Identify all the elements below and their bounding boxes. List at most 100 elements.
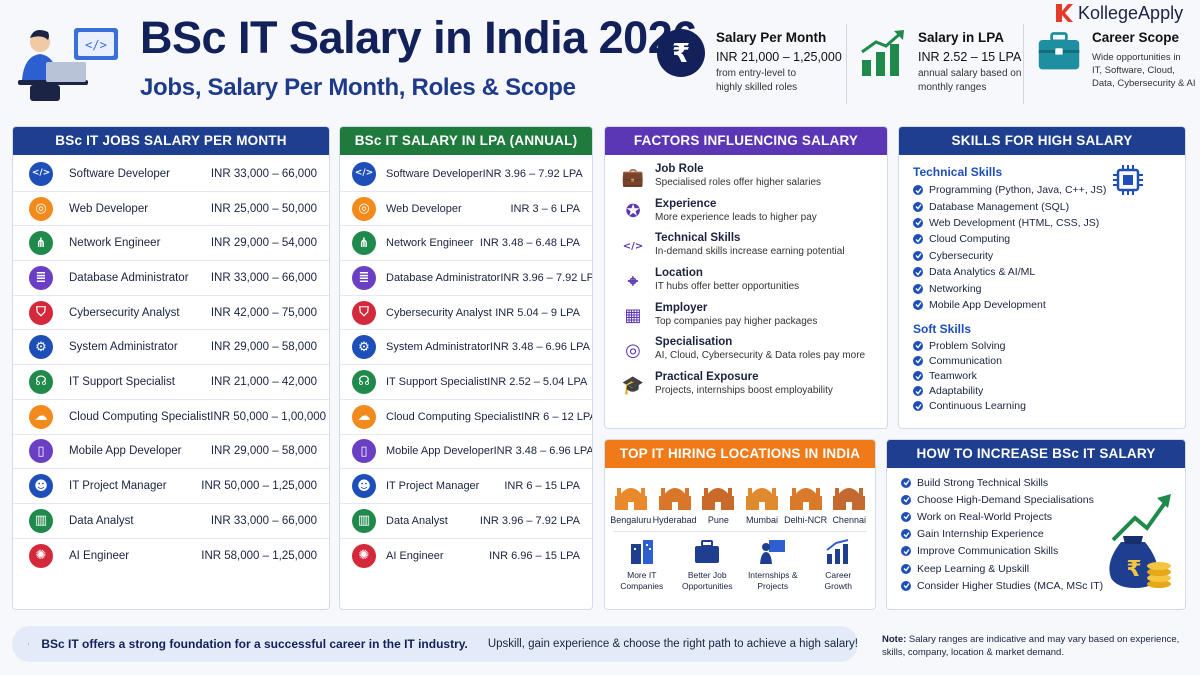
factor-item: ▦ Employer Top companies pay higher packag… (605, 302, 887, 337)
skill-label: Cybersecurity (929, 249, 994, 262)
annual-salary-row: ◎ Web Developer INR 3 – 6 LPA (340, 192, 592, 227)
soft-skills-list: Problem Solving Communication Teamwork Adap… (899, 338, 1185, 414)
soft-skills-heading: Soft Skills (913, 322, 972, 337)
city-name: Delhi-NCR (784, 515, 828, 525)
footer-highlight-text: BSc IT offers a strong foundation for a … (41, 637, 468, 651)
growth-chart-icon (861, 30, 904, 76)
panel-header: FACTORS INFLUENCING SALARY (605, 127, 887, 155)
svg-text:</>: </> (85, 38, 107, 52)
annual-salary-row: ▯ Mobile App Developer INR 3.48 – 6.96 LPA (340, 435, 592, 470)
factor-title: Employer (655, 301, 708, 314)
stat-title: Career Scope (1092, 30, 1180, 45)
benefit-label-line: Internships & (747, 570, 798, 580)
monthly-salary-row: ▯ Mobile App Developer INR 29,000 – 58,000 (13, 435, 329, 470)
briefcase-icon: 💼 (621, 166, 645, 188)
skill-label: Data Analytics & AI/ML (929, 266, 1036, 279)
check-icon (913, 401, 923, 412)
annual-salary-row: ▥ Data Analyst INR 3.96 – 7.92 LPA (340, 504, 592, 539)
annual-salary-panel: BSc IT SALARY IN LPA (ANNUAL) </> Softwar… (339, 126, 593, 610)
brand-logo[interactable]: KollegeApply (1052, 2, 1183, 24)
svg-text:₹: ₹ (1126, 557, 1141, 582)
salary-value: INR 3.48 – 6.48 LPA (479, 237, 580, 250)
globe-icon: ◎ (352, 196, 376, 221)
skill-label: Choose High-Demand Specialisations (917, 493, 1094, 506)
chip-icon (1113, 165, 1143, 195)
factor-desc: In-demand skills increase earning potent… (655, 246, 845, 258)
stat-desc: Wide opportunities in IT, Software, Clou… (1092, 51, 1195, 90)
role-name: IT Project Manager (386, 480, 480, 493)
factor-item: ✪ Experience More experience leads to high… (605, 198, 887, 233)
factor-desc: Projects, internships boost employabilit… (655, 385, 833, 397)
factor-title: Technical Skills (655, 232, 741, 245)
factor-desc: AI, Cloud, Cybersecurity & Data roles pa… (655, 350, 866, 362)
chart-icon: ▥ (29, 508, 53, 533)
annual-salary-row: ✺ AI Engineer INR 6.96 – 15 LPA (340, 539, 592, 574)
benefit-label: More IT Companies (620, 570, 663, 592)
skills-body: Technical Skills Programming (Python, Ja… (899, 155, 1185, 414)
salary-value: INR 50,000 – 1,25,000 (201, 480, 317, 493)
mobile-icon: ▯ (29, 439, 53, 464)
role-name: Cloud Computing Specialist (386, 410, 522, 423)
role-name: Mobile App Developer (386, 445, 494, 458)
skill-item: Problem Solving (899, 338, 1185, 353)
code-icon: </> (622, 240, 644, 252)
stat-desc-line: annual salary based on (918, 68, 1022, 79)
monthly-salary-row: ☻ IT Project Manager INR 50,000 – 1,25,000 (13, 469, 329, 504)
role-name: Cybersecurity Analyst (386, 306, 492, 319)
footer-banner: BSc IT offers a strong foundation for a … (12, 626, 858, 662)
code-icon: </> (29, 161, 53, 186)
role-name: System Administrator (69, 341, 178, 354)
role-name: Web Developer (386, 202, 462, 215)
check-icon (913, 371, 923, 382)
location-benefit: Career Growth (806, 538, 870, 592)
factor-item: 💼 Job Role Specialised roles offer higher … (605, 163, 887, 198)
check-icon (913, 355, 923, 366)
factors-panel: FACTORS INFLUENCING SALARY 💼 Job Role Spec… (604, 126, 888, 429)
panel-header: TOP IT HIRING LOCATIONS IN INDIA (605, 440, 875, 468)
developer-laptop-illustration: </> (12, 22, 122, 104)
annual-salary-row: </> Software Developer INR 3.96 – 7.92 LPA (340, 157, 592, 192)
salary-value: INR 29,000 – 58,000 (210, 445, 317, 458)
factor-item: ⌖ Location IT hubs offer better opportunit… (605, 267, 887, 302)
divider (846, 24, 847, 104)
salary-value: INR 21,000 – 42,000 (210, 375, 317, 388)
salary-value: INR 58,000 – 1,25,000 (201, 549, 317, 562)
network-icon: ⋔ (352, 231, 376, 256)
database-icon: ≣ (29, 265, 53, 290)
check-icon (913, 185, 923, 196)
city-pune: Pune (697, 478, 741, 525)
salary-value: INR 3.48 – 6.96 LPA (493, 445, 593, 458)
check-icon (913, 217, 923, 228)
skill-label: Continuous Learning (929, 400, 1026, 413)
salary-value: INR 3.96 – 7.92 LPA (482, 167, 583, 180)
check-icon (901, 563, 911, 574)
technical-skills-heading: Technical Skills (913, 165, 1003, 179)
skill-label: Database Management (SQL) (929, 200, 1070, 213)
graduation-cap-icon: 🎓 (621, 374, 645, 396)
monthly-salary-row: </> Software Developer INR 33,000 – 66,000 (13, 157, 329, 192)
role-name: Database Administrator (69, 271, 189, 284)
annual-salary-row: ⚙ System Administrator INR 3.48 – 6.96 LPA (340, 330, 592, 366)
check-icon (913, 386, 923, 397)
check-icon (913, 299, 923, 310)
cloud-icon: ☁ (352, 404, 376, 429)
presenter-icon (759, 540, 785, 564)
increase-salary-panel: HOW TO INCREASE BSc IT SALARY Build Stro… (886, 439, 1186, 610)
stat-desc-line: highly skilled roles (716, 82, 798, 93)
check-icon (901, 494, 911, 505)
check-icon (901, 477, 911, 488)
locations-panel: TOP IT HIRING LOCATIONS IN INDIA Bengalu… (604, 439, 876, 610)
role-name: Cybersecurity Analyst (69, 306, 180, 319)
skill-label: Adaptability (929, 385, 984, 398)
skill-label: Communication (929, 354, 1002, 367)
city-name: Chennai (832, 515, 866, 525)
panel-header: BSc IT JOBS SALARY PER MONTH (13, 127, 329, 155)
landmark-icon (746, 488, 779, 510)
salary-value: INR 6.96 – 15 LPA (489, 549, 580, 562)
chart-icon: ▥ (352, 508, 376, 533)
factor-item: ◎ Specialisation AI, Cloud, Cybersecurity … (605, 336, 887, 371)
tip-item: Consider Higher Studies (MCA, MSc IT) (887, 577, 1185, 594)
salary-value: INR 3.48 – 6.96 LPA (489, 341, 591, 354)
rupee-coin-icon: ₹ (657, 29, 705, 77)
monthly-salary-row: ☊ IT Support Specialist INR 21,000 – 42,00… (13, 365, 329, 400)
